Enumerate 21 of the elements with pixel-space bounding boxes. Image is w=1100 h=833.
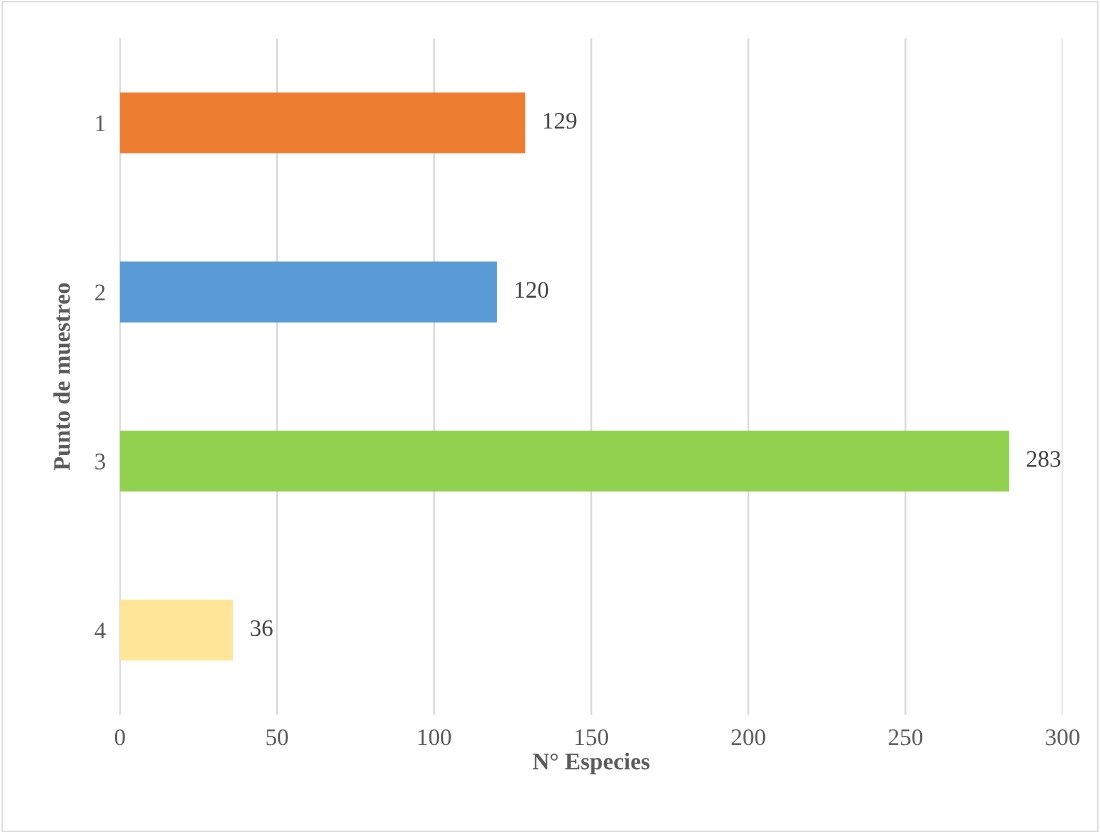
bar — [119, 92, 526, 154]
data-label: 283 — [1026, 451, 1061, 467]
y-tick-label: 1 — [96, 115, 105, 132]
bar — [119, 430, 1010, 492]
x-tick-label: 0 — [114, 729, 125, 746]
data-label: 129 — [544, 112, 577, 129]
x-tick-label: 200 — [731, 729, 766, 746]
y-axis-title: Punto de muestreo — [53, 283, 71, 471]
bar — [119, 599, 234, 661]
y-tick-label: 2 — [95, 284, 105, 301]
bar — [119, 261, 497, 323]
data-label: 36 — [250, 620, 273, 637]
x-axis-title: N° Especies — [532, 752, 650, 775]
x-tick-label: 300 — [1046, 729, 1080, 746]
x-tick-label: 50 — [266, 729, 288, 746]
x-tick-label: 100 — [418, 729, 451, 746]
y-tick-label: 3 — [95, 453, 106, 470]
x-tick-label: 250 — [888, 729, 923, 746]
data-label: 120 — [515, 281, 549, 298]
x-tick-label: 150 — [575, 729, 609, 746]
y-tick-label: 4 — [94, 622, 106, 639]
